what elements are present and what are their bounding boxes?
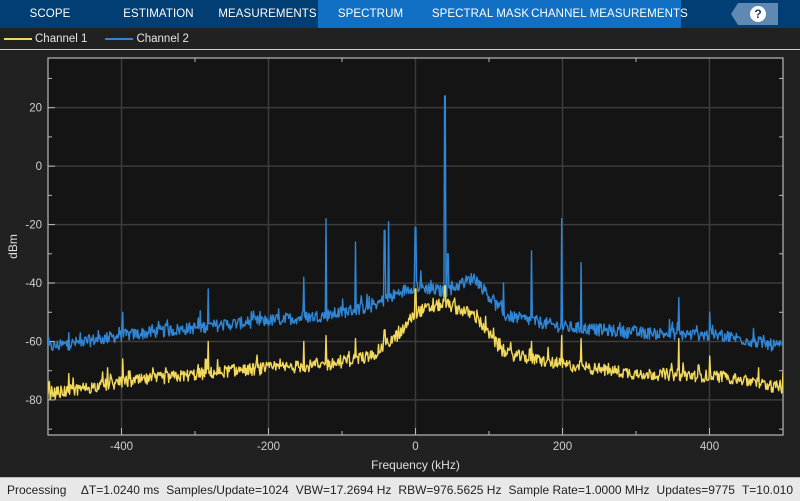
y-tick-label: -60 [25,336,42,348]
x-tick-label: 400 [700,441,719,453]
spectrum-axes[interactable]: -400 -200 0 200 400-80-60-40-20020Frequency … [0,50,800,476]
toolstrip: SCOPE ESTIMATION MEASUREMENTS SPECTRUM SPECT… [0,0,800,28]
status-vbw: VBW=17.2694 Hz [295,482,392,497]
x-tick-label: -400 [110,441,133,453]
channel-2-trace[interactable] [48,95,783,352]
legend-label: Channel 1 [35,32,88,45]
status-samples-per-update: Samples/Update=1024 [166,482,289,497]
x-tick-label: -200 [257,441,280,453]
tab-scope[interactable]: SCOPE [29,8,71,20]
tab-measurements[interactable]: MEASUREMENTS [218,8,317,20]
tab-channel-measurements[interactable]: CHANNEL MEASUREMENTS [531,0,688,28]
legend-item-channel-2[interactable]: Channel 2 [105,32,189,45]
channel-1-trace[interactable] [48,285,783,400]
tab-spectrum[interactable]: SPECTRUM [318,0,423,28]
toolstrip-tabs: SCOPE ESTIMATION MEASUREMENTS SPECTRUM SPECT… [0,0,688,28]
help-icon: ? [750,6,766,22]
x-axis-label: Frequency (kHz) [371,458,460,472]
y-axis-label: dBm [6,234,20,259]
status-state: Processing [7,482,67,497]
status-rbw: RBW=976.5625 Hz [398,482,502,497]
spectrum-plot[interactable]: -400 -200 0 200 400 -80 -60 -40 -20 0 20 Frequency … [0,50,800,476]
x-tick-label: 200 [553,441,572,453]
x-tick-label: 0 [412,441,418,453]
legend-item-channel-1[interactable]: Channel 1 [4,33,87,45]
status-updates: Updates=9775 [656,482,735,497]
y-tick-label: 0 [36,161,42,173]
status-bar: Processing ΔT=1.0240 ms Samples/Update=1… [0,477,800,501]
tab-estimation[interactable]: ESTIMATION [123,8,194,20]
y-tick-label: -40 [25,278,42,290]
y-tick-label: 20 [29,103,42,115]
y-tick-label: -80 [25,395,42,407]
channel-1-line-swatch [4,37,32,40]
tab-spectral-mask[interactable]: SPECTRAL MASK [423,0,538,28]
status-delta-t: ΔT=1.0240 ms [80,482,160,497]
channel-2-line-swatch [105,37,134,40]
legend: Channel 1 Channel 2 [0,28,800,50]
legend-label: Channel 2 [136,32,189,45]
help-button[interactable]: ? [731,3,778,25]
y-tick-label: -20 [25,220,42,232]
status-sample-rate: Sample Rate=1.0000 MHz [508,482,650,497]
status-time: T=10.010 [741,482,793,497]
